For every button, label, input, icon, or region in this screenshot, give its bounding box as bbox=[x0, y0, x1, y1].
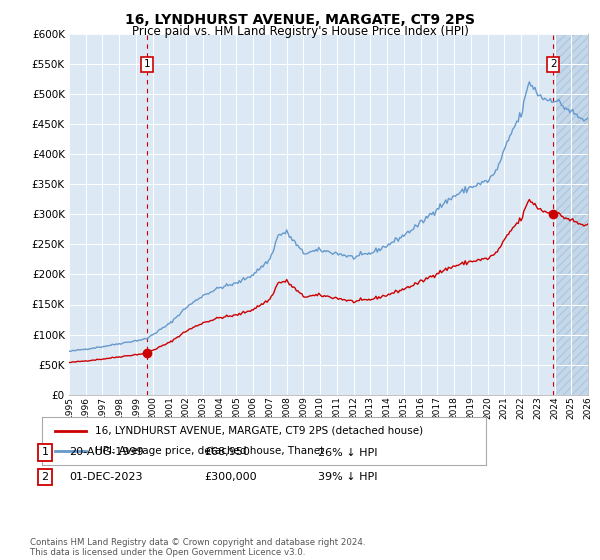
Text: Contains HM Land Registry data © Crown copyright and database right 2024.
This d: Contains HM Land Registry data © Crown c… bbox=[30, 538, 365, 557]
Text: £68,950: £68,950 bbox=[204, 447, 250, 458]
Bar bbox=[554, 34, 588, 395]
Text: 26% ↓ HPI: 26% ↓ HPI bbox=[318, 447, 377, 458]
Bar bbox=[554, 34, 588, 395]
Text: 20-AUG-1999: 20-AUG-1999 bbox=[69, 447, 143, 458]
Text: £300,000: £300,000 bbox=[204, 472, 257, 482]
Text: 2: 2 bbox=[550, 59, 556, 69]
Text: 1: 1 bbox=[41, 447, 49, 458]
Text: HPI: Average price, detached house, Thanet: HPI: Average price, detached house, Than… bbox=[95, 446, 325, 456]
Text: 39% ↓ HPI: 39% ↓ HPI bbox=[318, 472, 377, 482]
Text: Price paid vs. HM Land Registry's House Price Index (HPI): Price paid vs. HM Land Registry's House … bbox=[131, 25, 469, 38]
Text: 01-DEC-2023: 01-DEC-2023 bbox=[69, 472, 143, 482]
Text: 16, LYNDHURST AVENUE, MARGATE, CT9 2PS: 16, LYNDHURST AVENUE, MARGATE, CT9 2PS bbox=[125, 13, 475, 27]
Text: 16, LYNDHURST AVENUE, MARGATE, CT9 2PS (detached house): 16, LYNDHURST AVENUE, MARGATE, CT9 2PS (… bbox=[95, 426, 424, 436]
Text: 2: 2 bbox=[41, 472, 49, 482]
Text: 1: 1 bbox=[143, 59, 150, 69]
